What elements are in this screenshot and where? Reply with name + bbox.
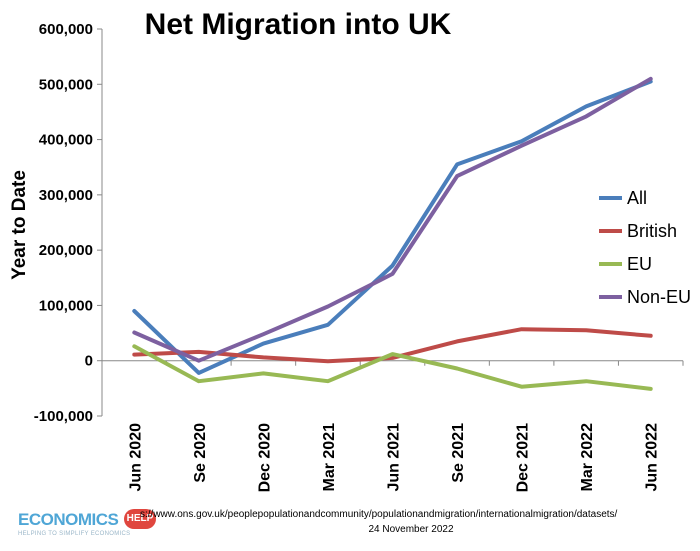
source-url: s://www.ons.gov.uk/peoplepopulationandco… [140,509,618,520]
x-tick-label: Jun 2021 [386,423,403,492]
x-tick-label: Dec 2021 [515,423,532,492]
x-tick-label: Mar 2021 [321,423,338,492]
y-tick-label: 400,000 [39,132,93,149]
legend-label-non-eu: Non-EU [627,287,691,307]
x-tick-labels: Jun 2020 Se 2020 Dec 2020 Mar 2021 Jun 2021 S… [127,423,660,492]
legend: All British EU Non-EU [599,188,691,307]
y-tick-label: 300,000 [39,187,93,204]
legend-label-eu: EU [627,254,652,274]
y-tick-label: 100,000 [39,297,93,314]
y-tick-label: 200,000 [39,242,93,259]
y-tick-label: -100,000 [34,408,93,425]
chart-title: Net Migration into UK [145,8,452,41]
legend-label-all: All [627,188,647,208]
x-tick-label: Dec 2020 [256,423,273,492]
source-date: 24 November 2022 [368,524,454,535]
logo-tagline: HELPING TO SIMPLIFY ECONOMICS [18,531,131,537]
series-line-all [132,79,653,375]
x-tick-label: Jun 2022 [644,423,661,492]
logo-badge: HELP [124,509,156,529]
y-tick-label: 500,000 [39,76,93,93]
economics-help-logo: ECONOMICS HELP HELPING TO SIMPLIFY ECONO… [14,508,162,544]
series-line-eu [132,344,653,391]
y-axis-label: Year to Date [9,170,30,280]
series-line-non-eu [132,76,653,363]
series-lines [132,76,653,391]
y-tick-labels: -100,000 0 100,000 200,000 300,000 400,000 500… [34,21,93,425]
x-tick-label: Se 2021 [450,423,467,483]
line-chart: Net Migration into UK Year to Date -100,… [9,8,691,492]
x-tick-label: Jun 2020 [127,423,144,492]
x-tick-label: Se 2020 [192,423,209,483]
y-tick-label: 600,000 [39,21,93,38]
logo-wordmark: ECONOMICS [18,510,119,529]
y-tick-label: 0 [85,353,93,370]
x-tick-label: Mar 2022 [579,423,596,492]
legend-label-british: British [627,221,677,241]
footer: ECONOMICS HELP HELPING TO SIMPLIFY ECONO… [0,500,700,551]
